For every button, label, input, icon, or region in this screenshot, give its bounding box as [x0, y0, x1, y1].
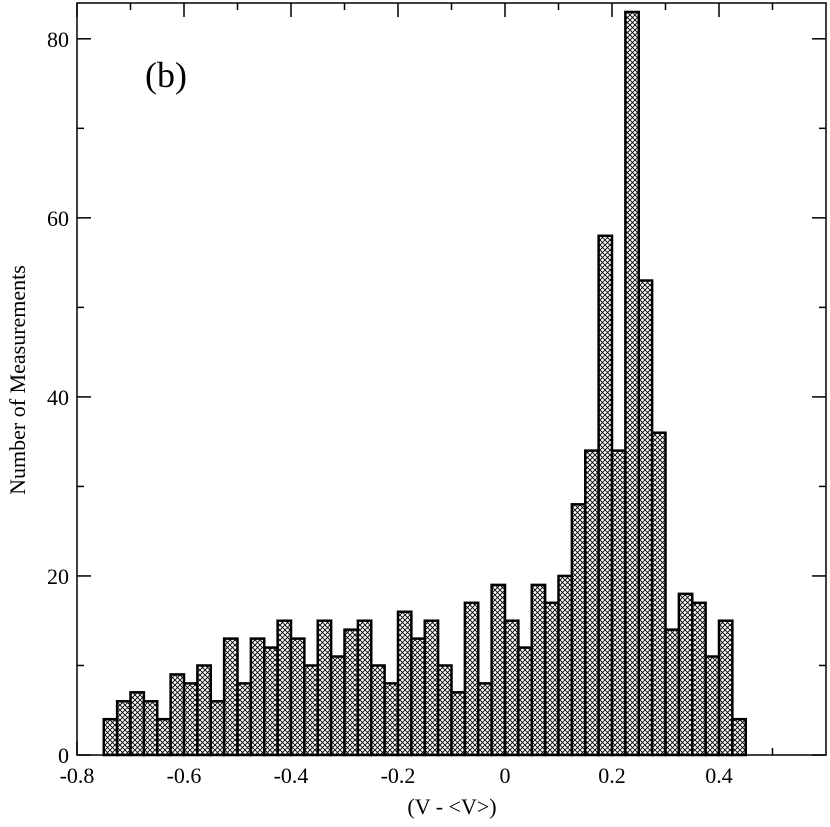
histogram-bar — [102, 717, 119, 757]
histogram-bar — [222, 637, 239, 757]
y-tick-label: 0 — [58, 743, 69, 768]
x-axis-label: (V - <V>) — [407, 794, 496, 819]
x-tick-label: -0.8 — [60, 763, 95, 788]
histogram-bar — [624, 10, 640, 757]
x-tick-label: -0.2 — [381, 763, 416, 788]
histogram-bar — [196, 664, 212, 757]
histogram-bar — [289, 637, 306, 757]
y-axis-label: Number of Measurements — [5, 265, 30, 495]
y-tick-label: 60 — [47, 206, 69, 231]
y-tick-label: 40 — [47, 385, 69, 410]
histogram-bar — [316, 619, 333, 757]
histogram-bar — [249, 637, 266, 757]
histogram-bar — [115, 700, 132, 757]
histogram-bar — [383, 682, 400, 757]
histogram-bar — [664, 628, 681, 757]
histogram-bar — [156, 717, 172, 757]
histogram-bar — [731, 717, 747, 757]
histogram-bar — [423, 619, 440, 757]
histogram-bar — [543, 601, 560, 757]
histogram-bar — [410, 637, 426, 757]
histogram-bar — [490, 583, 507, 757]
y-tick-label: 20 — [47, 564, 69, 589]
histogram-bar — [370, 664, 386, 757]
x-tick-label: -0.6 — [167, 763, 202, 788]
histogram-bar — [717, 619, 734, 757]
axes-group: -0.8 -0.6 -0.4 -0.2 0 0.2 0.4 0 20 40 60 80 — [47, 2, 827, 788]
y-tick-label: 80 — [47, 27, 69, 52]
histogram-bar — [129, 691, 146, 757]
histogram-bar — [503, 619, 520, 757]
histogram-bar — [169, 673, 186, 757]
histogram-bar — [343, 628, 360, 757]
histogram-bar — [276, 619, 293, 757]
histogram-bar — [570, 503, 587, 757]
x-tick-label: -0.4 — [274, 763, 309, 788]
plot-frame — [76, 2, 827, 756]
histogram-bar — [396, 610, 413, 757]
histogram-bar — [677, 592, 694, 757]
histogram-bar — [142, 700, 159, 757]
histogram-bar — [356, 619, 373, 757]
histogram-bar — [557, 574, 574, 757]
x-tick-label: 0 — [500, 763, 511, 788]
histogram-bar — [450, 691, 467, 757]
histogram-bar — [463, 601, 480, 757]
histogram-bar — [691, 601, 707, 757]
histogram-bar — [584, 449, 600, 757]
histogram-bar — [182, 682, 199, 757]
x-tick-label: 0.4 — [705, 763, 733, 788]
histogram-bar — [329, 655, 346, 757]
x-tick-label: 0.2 — [598, 763, 626, 788]
bars-group — [102, 10, 747, 757]
histogram-bar — [597, 234, 614, 757]
histogram-bar — [530, 583, 547, 757]
histogram-bar — [704, 655, 721, 757]
histogram-bar — [637, 279, 654, 757]
histogram-bar — [263, 646, 279, 757]
histogram-bar — [436, 664, 453, 757]
histogram-bar — [477, 682, 493, 757]
histogram-bar — [650, 431, 667, 757]
histogram-bar — [517, 646, 533, 757]
panel-label: (b) — [145, 55, 187, 95]
histogram-bar — [303, 664, 319, 757]
histogram-bar — [610, 449, 627, 757]
histogram-bar — [236, 682, 253, 757]
histogram-bar — [209, 700, 226, 757]
